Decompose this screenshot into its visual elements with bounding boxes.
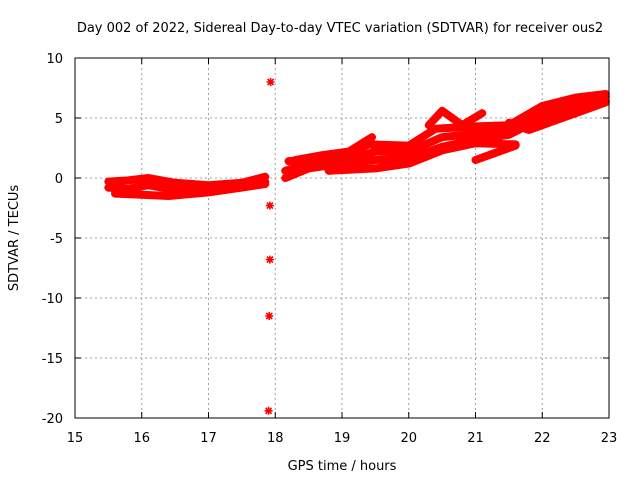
series-trace-track-7 <box>291 133 376 164</box>
series-endpoint-marker <box>291 156 300 164</box>
outlier-points <box>264 78 275 415</box>
series-endpoint-marker <box>111 189 120 198</box>
x-tick-label: 17 <box>200 431 217 446</box>
series-endpoint-marker <box>281 174 290 182</box>
y-tick-label: 10 <box>46 52 63 67</box>
y-tick-label: 0 <box>55 172 63 187</box>
y-tick-label: -15 <box>42 352 63 367</box>
x-tick-label: 18 <box>267 431 284 446</box>
series-trace-track-11 <box>504 98 610 134</box>
chart-title: Day 002 of 2022, Sidereal Day-to-day VTE… <box>77 21 603 36</box>
x-tick-label: 19 <box>334 431 351 446</box>
series-trace-track-2 <box>104 172 270 190</box>
series-endpoint-marker <box>504 118 513 127</box>
series-endpoint-marker <box>368 133 377 142</box>
x-tick-labels: 15 16 17 18 19 20 21 22 23 <box>67 431 618 446</box>
y-tick-label: 5 <box>55 112 63 127</box>
series-endpoint-marker <box>281 166 290 175</box>
x-tick-label: 20 <box>400 431 417 446</box>
series-trace-track-9 <box>324 139 520 175</box>
series-endpoint-marker <box>324 166 333 175</box>
series-endpoint-marker <box>261 180 270 188</box>
x-tick-label: 16 <box>133 431 150 446</box>
series-trace-track-6 <box>284 90 610 166</box>
outlier-point <box>265 255 274 264</box>
series-endpoint-marker <box>284 157 293 166</box>
series-trace-track-10 <box>471 141 520 164</box>
data-series <box>104 90 610 200</box>
x-tick-label: 15 <box>67 431 84 446</box>
series-trace-track-8 <box>424 106 487 130</box>
series-endpoint-marker <box>424 121 433 130</box>
x-tick-label: 23 <box>601 431 618 446</box>
y-tick-label: -20 <box>42 412 63 427</box>
series-endpoint-marker <box>601 90 610 98</box>
y-tick-label: -10 <box>42 292 63 307</box>
axis-ticks <box>74 57 610 419</box>
outlier-point <box>264 406 273 415</box>
series-endpoint-marker <box>104 177 113 186</box>
y-tick-label: -5 <box>50 232 63 247</box>
x-axis-label: GPS time / hours <box>288 459 397 474</box>
outlier-point <box>266 78 275 86</box>
outlier-point <box>265 201 274 210</box>
series-endpoint-marker <box>601 98 610 107</box>
y-tick-labels: 10 5 0 -5 -10 -15 -20 <box>42 52 63 427</box>
x-tick-label: 22 <box>534 431 551 446</box>
y-axis-label: SDTVAR / TECUs <box>7 185 22 292</box>
outlier-point <box>265 312 274 320</box>
series-endpoint-marker <box>261 172 270 181</box>
series-endpoint-marker <box>478 109 487 118</box>
series-trace-track-3 <box>111 180 270 200</box>
series-endpoint-marker <box>511 141 520 150</box>
x-tick-label: 21 <box>467 431 484 446</box>
series-endpoint-marker <box>471 156 480 164</box>
